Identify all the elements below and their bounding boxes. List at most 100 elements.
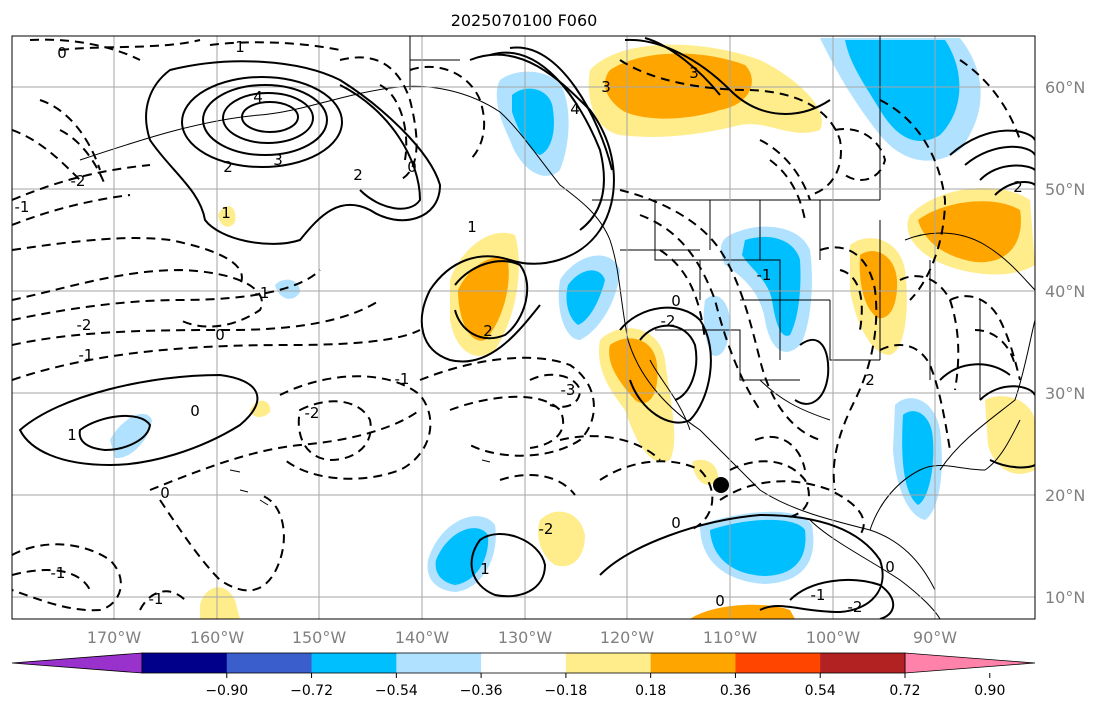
dashed-contours [12, 38, 1021, 612]
colorbar-tick-label: 0.72 [889, 683, 920, 699]
contour-label: -1 [79, 346, 94, 364]
colorbar-tick-label: 0.18 [635, 683, 666, 699]
lon-label: 130°W [498, 628, 553, 647]
contour-label: 1 [480, 560, 490, 578]
contour-label: 1 [67, 426, 77, 444]
shade-orange-canada [605, 53, 752, 119]
contour-label: -1 [757, 266, 772, 284]
contour-label: 0 [190, 402, 200, 420]
location-marker [713, 477, 729, 493]
contour-label: 2 [483, 322, 493, 340]
contour-label: -1 [51, 564, 66, 582]
shade-cyan-trop [435, 528, 489, 585]
contour-label: 0 [885, 558, 895, 576]
contour-label: -1 [811, 586, 826, 604]
contour-label: 2 [865, 371, 875, 389]
shade-orange-pacific [458, 257, 509, 341]
contour-label: 1 [221, 204, 231, 222]
colorbar-tick-label: −0.90 [205, 683, 248, 699]
lon-label: 110°W [703, 628, 758, 647]
shade-orange-midwest [859, 251, 898, 319]
shade-yellow-bottom [200, 587, 240, 619]
contour-label: 2 [353, 166, 363, 184]
contour-label: -2 [305, 404, 320, 422]
lon-label: 140°W [395, 628, 450, 647]
map-panel: 0 1 4 2 3 0 -2 -1 1 -2 -1 2 0 -1 -3 -2 -… [12, 36, 1035, 619]
shade-yellow-trop [538, 511, 585, 567]
shade-yellow-small1 [218, 206, 236, 227]
contour-label: -1 [255, 284, 270, 302]
map-border [11, 35, 1036, 620]
figure-title: 2025070100 F060 [451, 11, 598, 30]
colorbar-swatch [735, 653, 821, 673]
contour-label: 1 [467, 218, 477, 236]
contour-label: -1 [149, 590, 164, 608]
contour-label: 4 [570, 100, 580, 118]
contour-label: -1 [395, 370, 410, 388]
contour-label: 0 [671, 514, 681, 532]
colorbar-extend-high [904, 652, 1036, 674]
colorbar-swatch [481, 653, 567, 673]
lat-label: 60°N [1045, 78, 1085, 97]
contour-label: -2 [661, 312, 676, 330]
shade-cyan-epac [710, 519, 806, 576]
shade-cyan-oregon [566, 270, 605, 325]
contour-label: 2 [223, 158, 233, 176]
colorbar-tick-label: −0.36 [460, 683, 503, 699]
colorbar-extend-low [11, 652, 143, 674]
shaded-fields [110, 38, 1035, 619]
contour-label: 0 [671, 292, 681, 310]
contour-label: 3 [273, 151, 283, 169]
contour-label: -2 [77, 316, 92, 334]
lat-label: 50°N [1045, 180, 1085, 199]
lon-axis-labels: 170°W 160°W 150°W 140°W 130°W 120°W 110°… [87, 628, 957, 647]
shade-blue-nevada [703, 295, 730, 356]
graticule [12, 36, 1035, 619]
contour-label: -3 [561, 381, 576, 399]
colorbar-swatch [142, 653, 228, 673]
contour-label: -2 [848, 598, 863, 616]
lat-label: 20°N [1045, 486, 1085, 505]
contour-label: 0 [715, 592, 725, 610]
contour-label: 0 [215, 326, 225, 344]
shade-blue-hawaii [110, 413, 152, 459]
contour-label: 0 [407, 158, 417, 176]
colorbar-tick-label: −0.54 [375, 683, 418, 699]
colorbar: −0.90 −0.72 −0.54 −0.36 −0.18 0.18 0.36 0.54 0.7… [11, 652, 1036, 699]
contour-label: -2 [539, 520, 554, 538]
shade-orange-bottom [690, 604, 795, 619]
lon-label: 90°W [913, 628, 957, 647]
colorbar-tick-label: −0.72 [290, 683, 333, 699]
shade-cyan-gulf [902, 411, 934, 505]
colorbar-tick-label: −0.18 [544, 683, 587, 699]
contour-label: 1 [235, 38, 245, 56]
contour-label: -2 [71, 172, 86, 190]
shade-yellow-nevada [692, 459, 719, 485]
colorbar-tick-label: 0.54 [805, 683, 836, 699]
colorbar-swatch [396, 653, 482, 673]
solid-contours [18, 37, 1035, 619]
colorbar-frame [141, 652, 906, 674]
colorbar-swatch [565, 653, 652, 673]
shade-cyan-plains [742, 236, 801, 336]
lon-label: 170°W [87, 628, 142, 647]
lat-label: 30°N [1045, 384, 1085, 403]
contour-labels: 0 1 4 2 3 0 -2 -1 1 -2 -1 2 0 -1 -3 -2 -… [15, 38, 1023, 616]
shade-orange-baja [609, 338, 658, 404]
lat-axis-labels: 60°N 50°N 40°N 30°N 20°N 10°N [1045, 78, 1085, 607]
contour-label: 3 [601, 78, 611, 96]
shade-yellow-florida [985, 396, 1035, 474]
colorbar-swatch [820, 653, 906, 673]
colorbar-tick-label: 0.90 [974, 683, 1005, 699]
contour-label: 2 [1013, 178, 1023, 196]
lon-label: 100°W [806, 628, 861, 647]
shade-yellow-small2 [250, 400, 271, 418]
contour-label: 0 [57, 44, 67, 62]
lon-label: 160°W [190, 628, 245, 647]
shade-cyan-ne [845, 40, 960, 141]
shade-blue-small [275, 279, 300, 299]
colorbar-tick-label: 0.36 [720, 683, 751, 699]
lon-label: 150°W [292, 628, 347, 647]
contour-label: 0 [160, 484, 170, 502]
